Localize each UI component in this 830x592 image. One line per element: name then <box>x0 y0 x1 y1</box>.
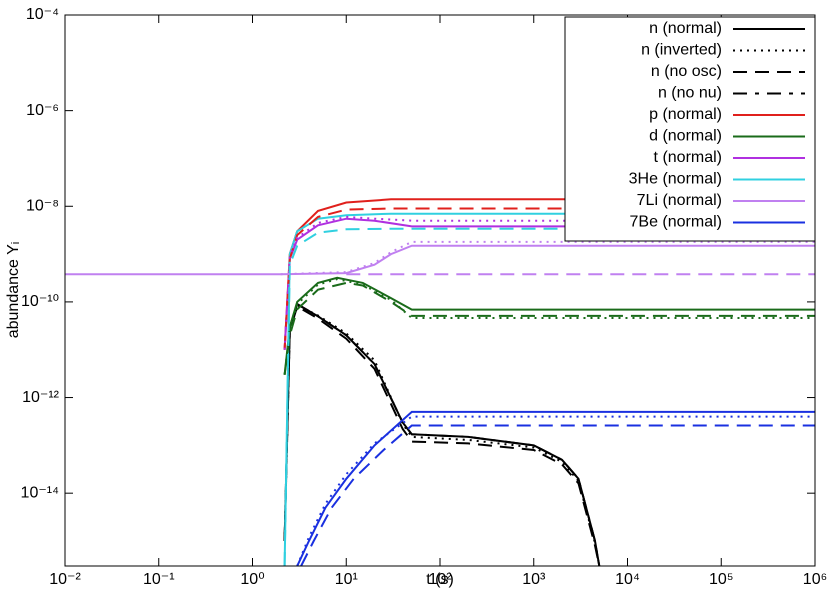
x-tick-label: 10⁵ <box>709 571 733 588</box>
x-tick-label: 10⁻² <box>49 571 81 588</box>
series-line <box>280 240 815 276</box>
series-line <box>283 302 601 566</box>
x-tick-label: 10² <box>428 571 452 588</box>
series-line <box>296 415 815 566</box>
legend-label: 7Li (normal) <box>637 192 722 209</box>
x-tick-label: 10⁴ <box>615 571 640 588</box>
legend-label: 7Be (normal) <box>630 214 722 231</box>
x-tick-label: 10³ <box>522 571 546 588</box>
series-line <box>283 305 601 566</box>
series-line <box>283 281 815 375</box>
legend-label: n (normal) <box>649 20 722 37</box>
x-tick-label: 10⁶ <box>803 571 827 588</box>
series-line <box>283 212 815 566</box>
legend-label: d (normal) <box>649 128 722 145</box>
legend-label: p (normal) <box>649 106 722 123</box>
x-tick-label: 10⁻¹ <box>143 571 175 588</box>
y-tick-label: 10⁻¹⁴ <box>21 484 60 501</box>
plot-area <box>65 198 815 566</box>
series-line <box>300 424 815 566</box>
y-tick-label: 10⁻⁴ <box>26 6 59 23</box>
x-tick-label: 10¹ <box>335 571 358 588</box>
legend-label: n (inverted) <box>641 42 722 59</box>
y-tick-label: 10⁻¹⁰ <box>21 293 59 310</box>
legend-label: t (normal) <box>654 149 722 166</box>
y-tick-label: 10⁻⁶ <box>26 102 59 119</box>
series-line <box>296 410 815 566</box>
legend-label: n (no nu) <box>658 85 722 102</box>
legend-label: 3He (normal) <box>629 171 722 188</box>
series-line <box>283 276 815 375</box>
series-line <box>283 278 815 375</box>
x-axis-label: t (s) <box>426 571 454 588</box>
y-axis-label: abundance Yᵢ <box>5 242 22 339</box>
series-line <box>65 244 815 276</box>
y-tick-label: 10⁻¹² <box>22 389 60 406</box>
series-line <box>283 227 815 566</box>
legend-box <box>564 16 816 242</box>
legend-label: n (no osc) <box>651 63 722 80</box>
plot-border <box>64 14 816 567</box>
y-tick-label: 10⁻⁸ <box>26 197 59 214</box>
x-tick-label: 10⁰ <box>240 571 264 588</box>
